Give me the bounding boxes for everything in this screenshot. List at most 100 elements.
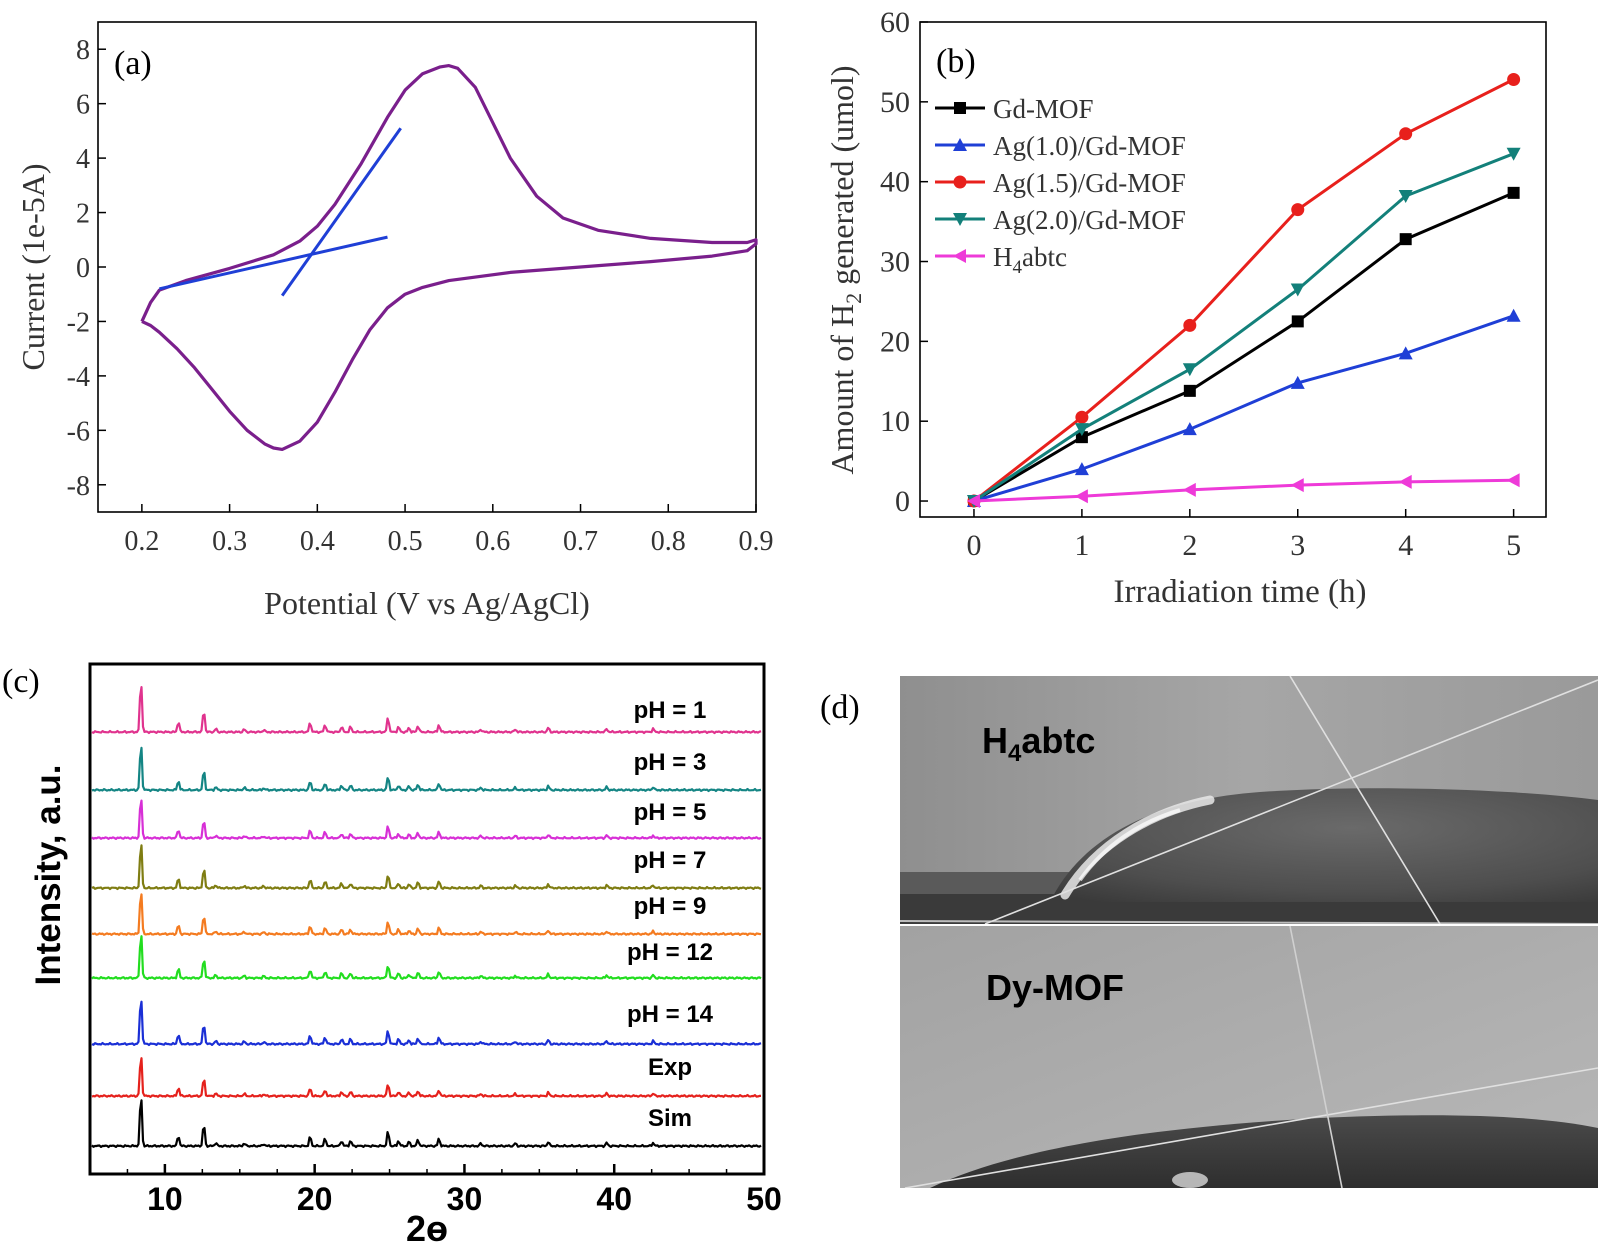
panel-c-x-tick-label: 50 [746, 1181, 782, 1217]
panel-b-series-line-4 [973, 478, 1514, 503]
panel-d-contact-angle-photos: (d) H4abtc Dy-MOF [820, 676, 1598, 1188]
panel-c-pattern-label: pH = 9 [634, 893, 707, 920]
panel-b-x-tick-label: 5 [1506, 529, 1521, 562]
panel-a-x-tick-label: 0.6 [475, 526, 510, 557]
panel-a-x-tick-label: 0.8 [651, 526, 686, 557]
legend-swatch-marker [953, 175, 967, 189]
contact-angle-photo-h4abtc [900, 676, 1598, 924]
panel-b-y-tick-label: 50 [880, 86, 910, 119]
panel-b-data-point [1506, 308, 1521, 322]
legend-entry: Ag(1.0)/Gd-MOF [993, 131, 1186, 161]
panel-a-tangent-line [159, 235, 388, 291]
panel-b-y-axis-label: Amount of H2 generated (umol) [824, 65, 866, 474]
panel-b-data-point [1290, 478, 1304, 493]
panel-c-pattern-label: pH = 12 [627, 939, 713, 966]
panel-b-x-tick-label: 0 [966, 529, 981, 562]
panel-c-x-tick-label: 20 [297, 1181, 333, 1217]
panel-c-label: (c) [2, 663, 40, 700]
panel-b-data-point [1398, 190, 1413, 204]
photo-caption-h4abtc: H4abtc [982, 720, 1095, 767]
panel-b-data-point [1182, 363, 1197, 377]
panel-c-pattern-1 [91, 746, 762, 793]
panel-c-pattern-label: pH = 14 [627, 1001, 714, 1028]
panel-c-x-tick-label: 30 [447, 1181, 483, 1217]
panel-b-data-point [1075, 410, 1089, 424]
legend-entry: Ag(2.0)/Gd-MOF [993, 205, 1186, 235]
contact-angle-photo-dy-mof [900, 926, 1598, 1188]
panel-b-x-tick-label: 4 [1398, 529, 1413, 562]
panel-c-pattern-8 [91, 1099, 762, 1149]
panel-a-x-tick-label: 0.5 [388, 526, 423, 557]
panel-a-cv-chart: 0.2 0.3 0.4 0.5 0.6 0.7 0.8 0.9 -8 -6 -4 -2 0 2 4 6 8 (a… [15, 21, 774, 621]
panel-b-x-tick-label: 3 [1290, 529, 1305, 562]
panel-b-x-axis-label: Irradiation time (h) [1114, 574, 1367, 610]
panel-d-label: (d) [820, 689, 860, 726]
panel-c-pattern-4 [91, 893, 762, 937]
panel-a-curves [140, 63, 758, 451]
panel-a-y-tick-label: 2 [76, 199, 90, 230]
panel-b-y-tick-label: 20 [880, 325, 910, 358]
panel-c-pattern-label: Exp [648, 1054, 692, 1081]
legend-entry: Ag(1.5)/Gd-MOF [993, 168, 1186, 198]
panel-a-y-tick-label: -2 [67, 307, 90, 338]
panel-a-y-tick-label: -4 [67, 362, 90, 393]
panel-b-series-line-3 [973, 152, 1515, 503]
panel-a-x-tick-label: 0.2 [124, 526, 159, 557]
panel-c-pattern-label: pH = 1 [634, 697, 707, 724]
panel-b-data-point [1182, 482, 1196, 497]
legend-swatch-marker [953, 213, 967, 226]
panel-a-x-tick-label: 0.9 [739, 526, 774, 557]
panel-a-y-tick-label: 8 [76, 35, 90, 66]
panel-b-data-point [966, 494, 980, 509]
panel-c-pattern-2 [91, 799, 762, 841]
panel-b-y-tick-label: 60 [880, 6, 910, 39]
panel-c-pattern-7 [91, 1057, 761, 1099]
panel-b-data-point [1507, 186, 1520, 199]
panel-a-tangent-line [280, 127, 402, 297]
panel-b-data-point [1183, 318, 1197, 332]
legend-entry: H4abtc [993, 242, 1067, 278]
panel-c-pattern-5 [91, 935, 762, 981]
panel-b-data-point [1506, 147, 1521, 161]
panel-b-data-point [1290, 283, 1305, 297]
panel-b-data-point [1182, 422, 1197, 436]
panel-c-series: pH = 1 pH = 3 pH = 5 pH = 7 pH = 9 pH = 12 pH … [91, 686, 762, 1149]
panel-b-plot-frame [919, 21, 1547, 518]
panel-b-data-point [1074, 489, 1088, 504]
panel-a-x-axis-label: Potential (V vs Ag/AgCl) [264, 585, 590, 621]
panel-c-x-axis-label: 2ɵ [406, 1208, 448, 1246]
panel-a-y-tick-label: -6 [67, 416, 90, 447]
panel-c-pattern-3 [91, 844, 762, 891]
panel-b-x-tick-label: 2 [1182, 529, 1197, 562]
panel-b-data-point [1399, 127, 1413, 141]
panel-c-x-tick-label: 10 [147, 1181, 183, 1217]
panel-a-y-tick-label: 6 [76, 90, 90, 121]
panel-b-data-point [1290, 375, 1305, 389]
panel-a-label: (a) [114, 45, 152, 82]
panel-b-series [966, 72, 1521, 509]
panel-b-data-point [1074, 462, 1089, 476]
panel-b-data-point [1075, 431, 1088, 444]
panel-b-y-tick-label: 10 [880, 405, 910, 438]
panel-c-pattern-label: pH = 7 [634, 847, 707, 874]
panel-a-y-tick-label: 4 [76, 144, 90, 175]
panel-b-x-tick-label: 1 [1074, 529, 1089, 562]
panel-c-x-tick-label: 40 [596, 1181, 632, 1217]
panel-b-y-tick-label: 30 [880, 246, 910, 279]
panel-a-cv-curve [140, 63, 758, 451]
legend-swatch-marker [953, 249, 966, 263]
panel-a-plot-frame [97, 21, 757, 513]
panel-a-x-tick-label: 0.3 [212, 526, 247, 557]
legend-entry: Gd-MOF [993, 94, 1094, 124]
panel-a-x-tick-label: 0.4 [300, 526, 335, 557]
panel-b-data-point [1399, 233, 1412, 246]
panel-b-y-tick-label: 0 [895, 485, 910, 518]
panel-c-xrd-chart: 10 20 30 40 50 pH = 1pH = 3pH = 5pH = 7pH = … [2, 662, 782, 1246]
panel-b-data-point [1074, 423, 1089, 437]
panel-b-label: (b) [936, 43, 976, 80]
panel-c-pattern-0 [91, 686, 762, 735]
panel-b-data-point [1291, 315, 1304, 328]
